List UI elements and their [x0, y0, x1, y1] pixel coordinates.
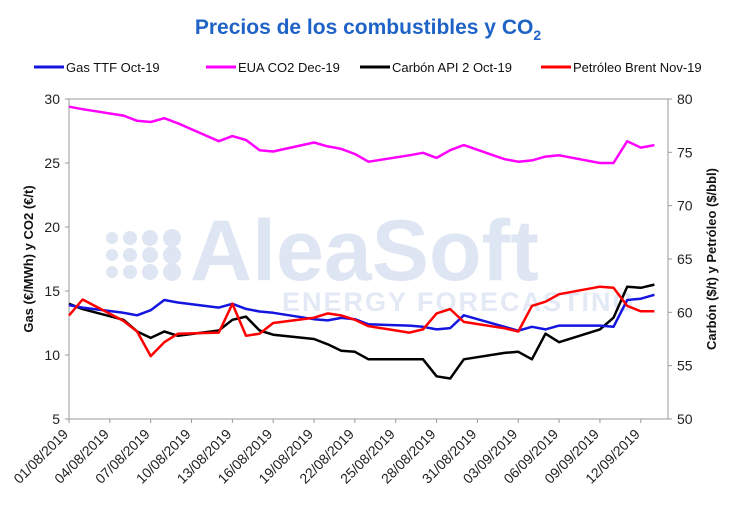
y-left-tick-label: 25 [44, 155, 60, 171]
series-line-2 [68, 105, 655, 165]
y-right-tick-label: 65 [677, 251, 693, 267]
chart-title: Precios de los combustibles y CO2 [195, 16, 541, 43]
legend-label: Gas TTF Oct-19 [66, 60, 160, 75]
legend-item: EUA CO2 Dec-19 [206, 60, 340, 75]
y-left-tick-label: 30 [44, 91, 60, 107]
y-right-tick-label: 70 [677, 198, 693, 214]
y-left-tick-label: 15 [44, 283, 60, 299]
y-right-tick-label: 80 [677, 91, 693, 107]
y-right-tick-label: 60 [677, 304, 693, 320]
y-left-tick-label: 20 [44, 219, 60, 235]
y-right-tick-label: 55 [677, 358, 693, 374]
legend: Gas TTF Oct-19 EUA CO2 Dec-19 Carbón API 2… [34, 60, 702, 75]
watermark-main: AleaSoft [190, 203, 539, 299]
legend-item: Petróleo Brent Nov-19 [541, 60, 702, 75]
watermark-sub: ENERGY FORECASTING [282, 287, 636, 317]
legend-label: Carbón API 2 Oct-19 [392, 60, 512, 75]
y-right-tick-label: 50 [677, 411, 693, 427]
series-lines [68, 105, 655, 380]
y-left-tick-label: 5 [52, 411, 60, 427]
legend-label: Petróleo Brent Nov-19 [573, 60, 702, 75]
y-right-tick-label: 75 [677, 144, 693, 160]
legend-label: EUA CO2 Dec-19 [238, 60, 340, 75]
legend-item: Gas TTF Oct-19 [34, 60, 160, 75]
legend-item: Carbón API 2 Oct-19 [360, 60, 512, 75]
watermark-dots-icon [106, 229, 181, 281]
y-left-tick-label: 10 [44, 347, 60, 363]
series-line-3 [68, 283, 655, 380]
watermark: AleaSoft ENERGY FORECASTING [106, 203, 636, 317]
series-line-4 [68, 285, 655, 358]
y-axis-left-title: Gas (€/MWh) y CO2 (€/t) [21, 185, 36, 332]
y-axis-right-title: Carbón ($/t) y Petróleo ($/bbl) [704, 168, 719, 350]
